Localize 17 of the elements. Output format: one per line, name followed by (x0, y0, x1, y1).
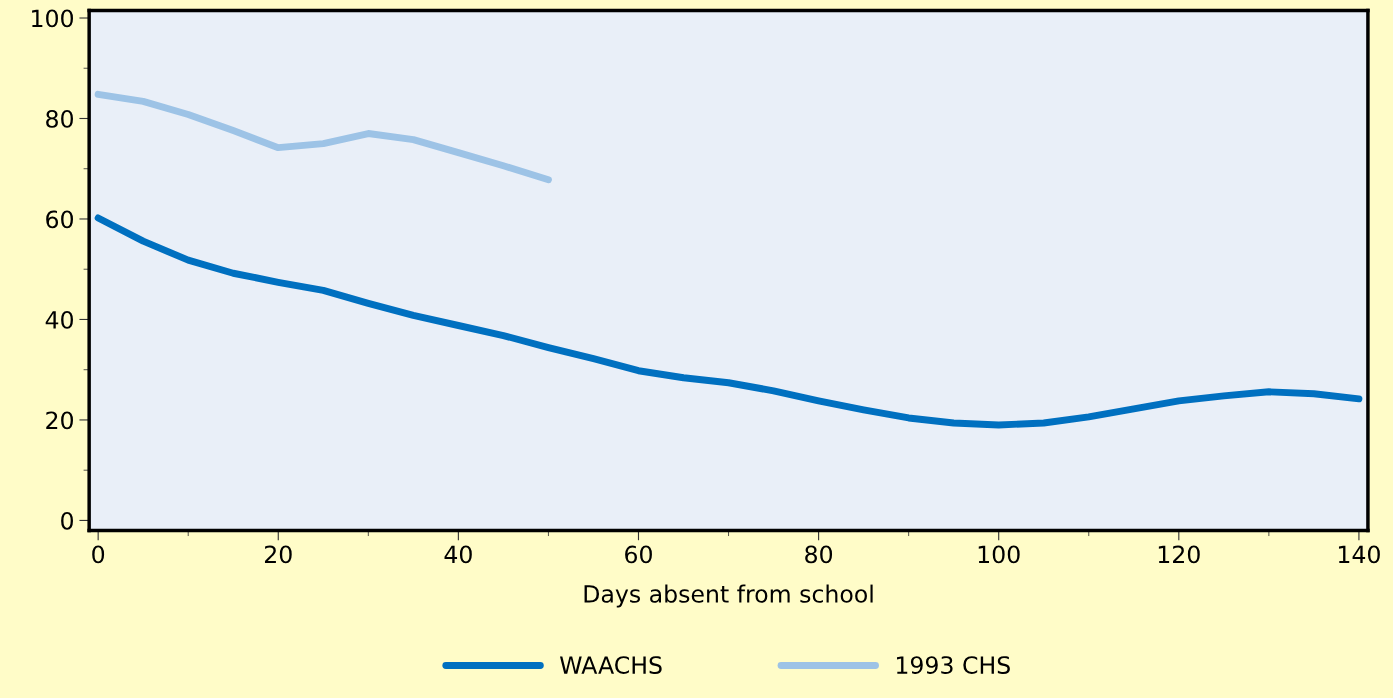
x-tick-label: 140 (1338, 545, 1380, 564)
y-tick-label: 100 (32, 9, 73, 28)
y-tick-label: 20 (46, 411, 73, 430)
x-tick-label: 100 (978, 545, 1020, 564)
y-tick-label: 0 (61, 511, 73, 530)
y-tick-label: 40 (45, 310, 73, 329)
x-axis-title: Days absent from school (584, 584, 873, 608)
y-tick-label: 80 (46, 109, 73, 128)
x-tick-label: 40 (444, 545, 472, 564)
x-tick-label: 0 (92, 545, 105, 564)
x-tick-label: 20 (264, 545, 292, 564)
x-tick-label: 120 (1158, 545, 1200, 564)
x-tick-label: 60 (625, 545, 652, 564)
legend-label: 1993 CHS (896, 656, 1010, 675)
legend-label: WAACHS (559, 656, 662, 675)
y-tick-label: 60 (46, 210, 73, 229)
x-tick-label: 80 (805, 545, 833, 564)
